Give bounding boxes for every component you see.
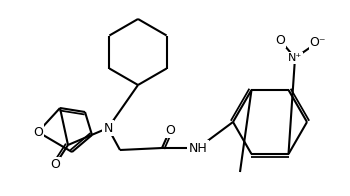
Text: N: N: [103, 122, 113, 134]
Text: O: O: [50, 159, 60, 172]
Text: O: O: [165, 123, 175, 136]
Text: NH: NH: [189, 142, 207, 154]
Text: N⁺: N⁺: [288, 53, 302, 63]
Text: O: O: [275, 34, 285, 46]
Text: O⁻: O⁻: [310, 35, 326, 48]
Text: O: O: [33, 125, 43, 139]
